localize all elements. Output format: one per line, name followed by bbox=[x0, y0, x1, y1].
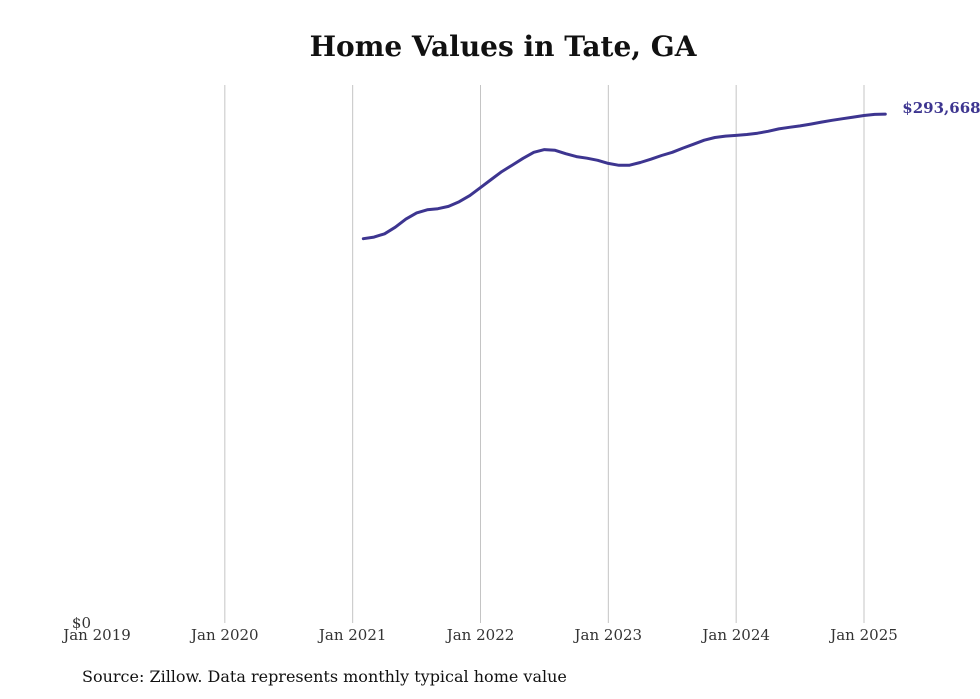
x-tick-label: Jan 2022 bbox=[445, 626, 515, 644]
chart-title: Home Values in Tate, GA bbox=[309, 30, 697, 63]
y-axis-ticks: $0 bbox=[72, 614, 91, 632]
x-tick-label: Jan 2025 bbox=[828, 626, 898, 644]
source-note: Source: Zillow. Data represents monthly … bbox=[82, 667, 567, 686]
x-axis-ticks: Jan 2019 Jan 2020 Jan 2021 Jan 2022 Jan 2023… bbox=[61, 626, 898, 644]
series-layer bbox=[361, 112, 887, 241]
x-tick-label: Jan 2024 bbox=[700, 626, 770, 644]
x-tick-label: Jan 2021 bbox=[317, 626, 387, 644]
x-tick-label: Jan 2020 bbox=[189, 626, 259, 644]
series-line bbox=[361, 112, 887, 241]
x-tick-label: Jan 2019 bbox=[61, 626, 131, 644]
end-value-label: $293,668 bbox=[902, 99, 980, 117]
end-label-layer: $293,668 bbox=[902, 99, 980, 117]
y-tick-label: $0 bbox=[72, 614, 91, 632]
x-tick-label: Jan 2023 bbox=[573, 626, 643, 644]
gridlines bbox=[224, 85, 865, 623]
